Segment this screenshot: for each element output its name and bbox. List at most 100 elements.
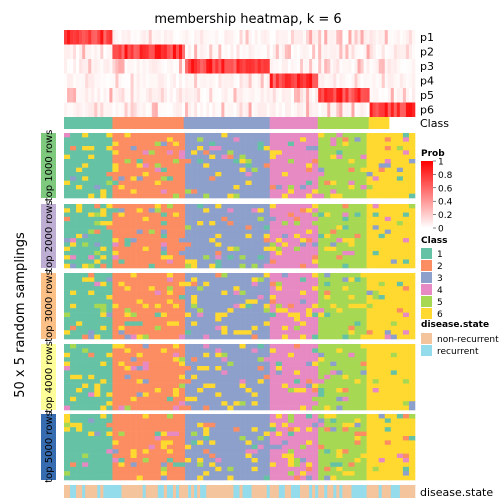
sampling-cell	[240, 221, 246, 226]
sampling-cell	[276, 259, 282, 264]
sampling-cell	[252, 401, 258, 406]
sampling-cell	[203, 353, 209, 358]
sampling-cell	[173, 259, 179, 264]
sampling-cell	[197, 234, 203, 239]
sampling-cell	[354, 308, 360, 313]
sampling-cell	[348, 189, 354, 194]
sampling-cell	[70, 418, 76, 423]
sampling-cell	[94, 462, 100, 467]
sampling-cell	[379, 189, 385, 194]
sampling-cell	[227, 471, 233, 476]
sampling-cell	[94, 230, 100, 235]
sampling-cell	[94, 259, 100, 264]
sampling-cell	[143, 418, 149, 423]
sampling-cell	[282, 150, 288, 155]
sampling-cell	[64, 449, 70, 454]
sampling-cell	[118, 454, 124, 459]
sampling-cell	[324, 255, 330, 260]
membership-cell	[106, 30, 109, 45]
membership-cell	[149, 30, 152, 45]
sampling-cell	[258, 432, 264, 437]
membership-cell	[400, 45, 403, 60]
sampling-cell	[318, 172, 324, 177]
sampling-cell	[221, 230, 227, 235]
sampling-cell	[94, 282, 100, 287]
sampling-cell	[252, 137, 258, 142]
sampling-cell	[185, 348, 191, 353]
sampling-cell	[227, 204, 233, 209]
membership-cell	[191, 59, 194, 74]
membership-cell	[67, 88, 70, 103]
sampling-cell	[209, 150, 215, 155]
sampling-cell	[227, 462, 233, 467]
sampling-cell	[294, 176, 300, 181]
sampling-cell	[409, 445, 415, 450]
sampling-cell	[76, 335, 82, 340]
sampling-cell	[336, 133, 342, 138]
sampling-cell	[282, 242, 288, 247]
sampling-cell	[252, 384, 258, 389]
membership-cell	[67, 103, 70, 118]
membership-cell	[243, 88, 246, 103]
membership-cell	[67, 45, 70, 60]
sampling-cell	[179, 213, 185, 218]
sampling-cell	[312, 366, 318, 371]
sampling-cell	[173, 217, 179, 222]
sampling-cell	[306, 304, 312, 309]
sampling-cell	[379, 362, 385, 367]
sampling-cell	[197, 247, 203, 252]
sampling-cell	[185, 247, 191, 252]
sampling-cell	[155, 304, 161, 309]
sampling-cell	[227, 366, 233, 371]
sampling-cell	[185, 282, 191, 287]
sampling-cell	[312, 137, 318, 142]
membership-cell	[112, 45, 115, 60]
sampling-cell	[82, 259, 88, 264]
sampling-cell	[300, 286, 306, 291]
sampling-cell	[330, 234, 336, 239]
membership-cell	[249, 59, 252, 74]
sampling-cell	[203, 321, 209, 326]
sampling-cell	[276, 159, 282, 164]
membership-cell	[121, 30, 124, 45]
sampling-cell	[221, 406, 227, 411]
membership-cell	[376, 30, 379, 45]
sampling-cell	[185, 330, 191, 335]
sampling-cell	[354, 295, 360, 300]
sampling-cell	[106, 467, 112, 472]
sampling-cell	[312, 406, 318, 411]
sampling-cell	[348, 462, 354, 467]
sampling-cell	[131, 217, 137, 222]
sampling-cell	[282, 133, 288, 138]
sampling-cell	[409, 384, 415, 389]
sampling-cell	[106, 204, 112, 209]
membership-cell	[112, 103, 115, 118]
sampling-cell	[373, 445, 379, 450]
sampling-cell	[167, 366, 173, 371]
sampling-cell	[252, 295, 258, 300]
sampling-cell	[403, 432, 409, 437]
sampling-cell	[209, 255, 215, 260]
sampling-cell	[300, 436, 306, 441]
sampling-cell	[221, 295, 227, 300]
sampling-cell	[276, 299, 282, 304]
sampling-cell	[324, 326, 330, 331]
sampling-cell	[397, 208, 403, 213]
sampling-cell	[409, 181, 415, 186]
sampling-cell	[185, 388, 191, 393]
membership-cell	[97, 45, 100, 60]
sampling-cell	[215, 379, 221, 384]
sampling-cell	[258, 247, 264, 252]
sampling-cell	[252, 366, 258, 371]
membership-cell	[91, 45, 94, 60]
sampling-cell	[258, 375, 264, 380]
sampling-cell	[282, 213, 288, 218]
sampling-cell	[282, 440, 288, 445]
sampling-cell	[246, 313, 252, 318]
sampling-cell	[209, 225, 215, 230]
sampling-cell	[354, 185, 360, 190]
sampling-cell	[330, 286, 336, 291]
sampling-cell	[191, 155, 197, 160]
sampling-cell	[397, 277, 403, 282]
sampling-cell	[118, 432, 124, 437]
